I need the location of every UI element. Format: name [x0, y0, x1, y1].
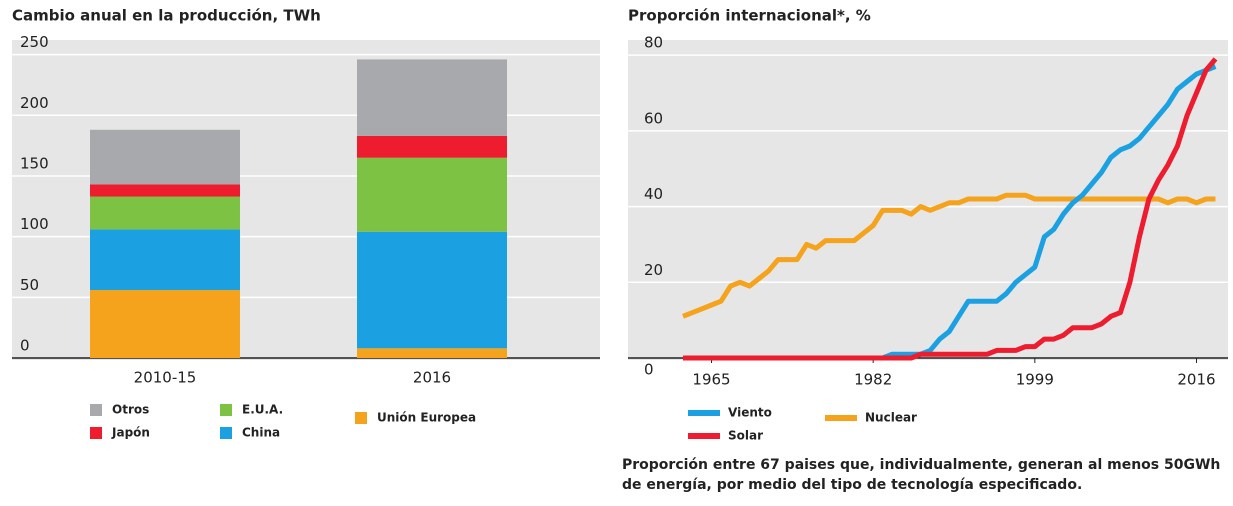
y-tick-label: 40	[644, 185, 663, 203]
bar-segment	[357, 231, 507, 349]
legend-label: Unión Europea	[377, 411, 476, 425]
bar-segment	[90, 196, 240, 230]
x-tick-label: 1999	[1016, 371, 1054, 389]
line-series	[682, 192, 1216, 319]
bar-segment	[357, 59, 507, 136]
legend-label: Otros	[112, 403, 149, 417]
x-tick-label: 1965	[692, 371, 730, 389]
x-tick-label: 2016	[413, 369, 451, 387]
legend-swatch	[90, 427, 102, 439]
bar-segment	[90, 229, 240, 291]
y-tick-label: 20	[644, 261, 663, 279]
y-tick-label: 150	[20, 154, 49, 172]
y-tick-label: 200	[20, 94, 49, 112]
bar-segment	[90, 129, 240, 185]
bar-segment	[357, 157, 507, 232]
x-tick-label: 2016	[1177, 371, 1215, 389]
line-series	[683, 57, 1218, 361]
legend-swatch	[90, 404, 102, 416]
legend-label: Nuclear	[865, 411, 917, 425]
legend-label: Viento	[728, 406, 772, 420]
legend-label: Japón	[111, 426, 150, 440]
legend-label: Solar	[728, 429, 763, 443]
x-tick-label: 2010-15	[134, 369, 197, 387]
legend-label: E.U.A.	[242, 403, 283, 417]
note-box: Proporción entre 67 paises que, individu…	[622, 457, 1221, 493]
bar-segment	[90, 184, 240, 197]
legend-swatch	[220, 404, 232, 416]
y-tick-label: 0	[20, 337, 30, 355]
left-title: Cambio anual en la producción, TWh	[12, 7, 321, 25]
bar-segment	[357, 348, 507, 358]
y-tick-label: 60	[644, 109, 663, 127]
bar-segment	[90, 290, 240, 358]
legend-label: China	[242, 426, 280, 440]
legend-swatch	[220, 427, 232, 439]
y-tick-label: 50	[20, 276, 39, 294]
y-tick-label: 80	[644, 34, 663, 52]
legend-swatch	[355, 412, 367, 424]
y-tick-label: 250	[20, 33, 49, 51]
footnote: Proporción entre 67 paises que, individu…	[622, 457, 1221, 493]
y-tick-label: 0	[644, 361, 654, 379]
y-tick-label: 100	[20, 215, 49, 233]
right-title: Proporción internacional*, %	[628, 7, 871, 25]
bar-segment	[357, 135, 507, 158]
x-tick-label: 1982	[854, 371, 892, 389]
